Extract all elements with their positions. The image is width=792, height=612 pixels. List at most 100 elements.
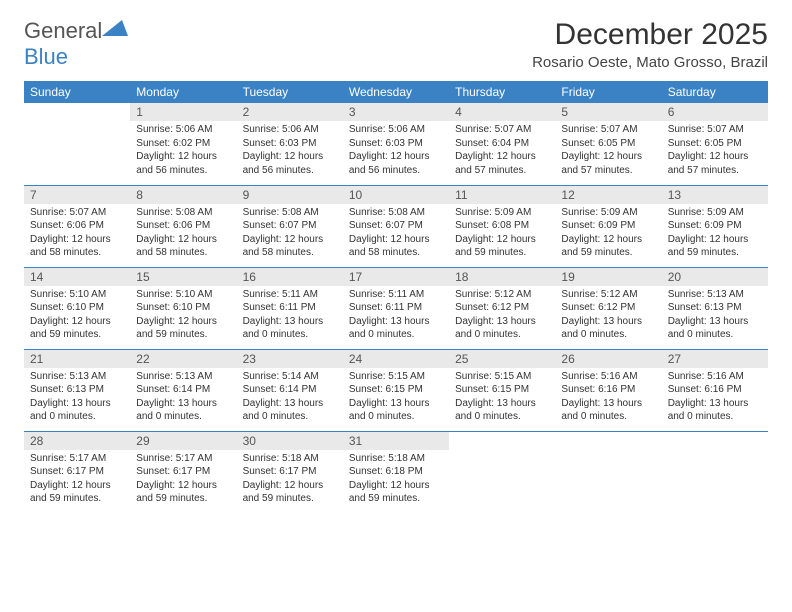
day-info: Sunrise: 5:08 AMSunset: 6:07 PMDaylight:… — [237, 204, 343, 264]
day-number: 7 — [24, 186, 130, 204]
day-info: Sunrise: 5:13 AMSunset: 6:13 PMDaylight:… — [24, 368, 130, 428]
calendar-day-cell: 26Sunrise: 5:16 AMSunset: 6:16 PMDayligh… — [555, 349, 661, 431]
day-number: 4 — [449, 103, 555, 121]
day-info: Sunrise: 5:15 AMSunset: 6:15 PMDaylight:… — [449, 368, 555, 428]
day-number: 5 — [555, 103, 661, 121]
calendar-day-cell: 2Sunrise: 5:06 AMSunset: 6:03 PMDaylight… — [237, 103, 343, 185]
day-info: Sunrise: 5:16 AMSunset: 6:16 PMDaylight:… — [555, 368, 661, 428]
calendar-day-cell: 7Sunrise: 5:07 AMSunset: 6:06 PMDaylight… — [24, 185, 130, 267]
day-number: 13 — [662, 186, 768, 204]
calendar-day-cell: 16Sunrise: 5:11 AMSunset: 6:11 PMDayligh… — [237, 267, 343, 349]
calendar-day-cell: 9Sunrise: 5:08 AMSunset: 6:07 PMDaylight… — [237, 185, 343, 267]
calendar-day-cell: 1Sunrise: 5:06 AMSunset: 6:02 PMDaylight… — [130, 103, 236, 185]
calendar-day-cell: 31Sunrise: 5:18 AMSunset: 6:18 PMDayligh… — [343, 431, 449, 513]
calendar-day-cell: 29Sunrise: 5:17 AMSunset: 6:17 PMDayligh… — [130, 431, 236, 513]
day-number: 31 — [343, 432, 449, 450]
calendar-day-cell: 8Sunrise: 5:08 AMSunset: 6:06 PMDaylight… — [130, 185, 236, 267]
day-info: Sunrise: 5:12 AMSunset: 6:12 PMDaylight:… — [555, 286, 661, 346]
header: General Blue December 2025 Rosario Oeste… — [24, 18, 768, 71]
calendar-day-cell: 10Sunrise: 5:08 AMSunset: 6:07 PMDayligh… — [343, 185, 449, 267]
day-number: 3 — [343, 103, 449, 121]
day-info: Sunrise: 5:06 AMSunset: 6:03 PMDaylight:… — [237, 121, 343, 181]
logo: General Blue — [24, 18, 128, 70]
calendar-day-cell: 14Sunrise: 5:10 AMSunset: 6:10 PMDayligh… — [24, 267, 130, 349]
day-number: 2 — [237, 103, 343, 121]
calendar-table: SundayMondayTuesdayWednesdayThursdayFrid… — [24, 81, 768, 513]
day-info: Sunrise: 5:14 AMSunset: 6:14 PMDaylight:… — [237, 368, 343, 428]
title-block: December 2025 Rosario Oeste, Mato Grosso… — [532, 18, 768, 71]
day-info: Sunrise: 5:09 AMSunset: 6:09 PMDaylight:… — [555, 204, 661, 264]
day-number: 21 — [24, 350, 130, 368]
day-number: 15 — [130, 268, 236, 286]
calendar-empty-cell — [555, 431, 661, 513]
day-info: Sunrise: 5:13 AMSunset: 6:13 PMDaylight:… — [662, 286, 768, 346]
calendar-week-row: 14Sunrise: 5:10 AMSunset: 6:10 PMDayligh… — [24, 267, 768, 349]
day-number: 10 — [343, 186, 449, 204]
day-number: 28 — [24, 432, 130, 450]
day-info: Sunrise: 5:08 AMSunset: 6:07 PMDaylight:… — [343, 204, 449, 264]
day-number: 25 — [449, 350, 555, 368]
day-number: 17 — [343, 268, 449, 286]
calendar-day-cell: 30Sunrise: 5:18 AMSunset: 6:17 PMDayligh… — [237, 431, 343, 513]
day-info: Sunrise: 5:07 AMSunset: 6:04 PMDaylight:… — [449, 121, 555, 181]
day-number: 26 — [555, 350, 661, 368]
weekday-header: Tuesday — [237, 81, 343, 103]
day-number: 9 — [237, 186, 343, 204]
day-number: 11 — [449, 186, 555, 204]
day-number: 24 — [343, 350, 449, 368]
day-number: 23 — [237, 350, 343, 368]
day-number: 12 — [555, 186, 661, 204]
day-info: Sunrise: 5:08 AMSunset: 6:06 PMDaylight:… — [130, 204, 236, 264]
calendar-empty-cell — [449, 431, 555, 513]
calendar-day-cell: 5Sunrise: 5:07 AMSunset: 6:05 PMDaylight… — [555, 103, 661, 185]
day-number: 6 — [662, 103, 768, 121]
calendar-day-cell: 15Sunrise: 5:10 AMSunset: 6:10 PMDayligh… — [130, 267, 236, 349]
day-info: Sunrise: 5:15 AMSunset: 6:15 PMDaylight:… — [343, 368, 449, 428]
calendar-day-cell: 22Sunrise: 5:13 AMSunset: 6:14 PMDayligh… — [130, 349, 236, 431]
day-number: 16 — [237, 268, 343, 286]
calendar-day-cell: 23Sunrise: 5:14 AMSunset: 6:14 PMDayligh… — [237, 349, 343, 431]
calendar-day-cell: 27Sunrise: 5:16 AMSunset: 6:16 PMDayligh… — [662, 349, 768, 431]
day-info: Sunrise: 5:16 AMSunset: 6:16 PMDaylight:… — [662, 368, 768, 428]
day-info: Sunrise: 5:17 AMSunset: 6:17 PMDaylight:… — [130, 450, 236, 510]
day-info: Sunrise: 5:10 AMSunset: 6:10 PMDaylight:… — [130, 286, 236, 346]
logo-blue: Blue — [24, 44, 68, 69]
calendar-week-row: 21Sunrise: 5:13 AMSunset: 6:13 PMDayligh… — [24, 349, 768, 431]
weekday-header: Sunday — [24, 81, 130, 103]
day-info: Sunrise: 5:12 AMSunset: 6:12 PMDaylight:… — [449, 286, 555, 346]
day-number: 14 — [24, 268, 130, 286]
day-info: Sunrise: 5:13 AMSunset: 6:14 PMDaylight:… — [130, 368, 236, 428]
day-number: 22 — [130, 350, 236, 368]
day-info: Sunrise: 5:11 AMSunset: 6:11 PMDaylight:… — [237, 286, 343, 346]
weekday-header: Thursday — [449, 81, 555, 103]
calendar-day-cell: 19Sunrise: 5:12 AMSunset: 6:12 PMDayligh… — [555, 267, 661, 349]
calendar-day-cell: 17Sunrise: 5:11 AMSunset: 6:11 PMDayligh… — [343, 267, 449, 349]
day-number: 19 — [555, 268, 661, 286]
day-info: Sunrise: 5:07 AMSunset: 6:05 PMDaylight:… — [662, 121, 768, 181]
calendar-day-cell: 18Sunrise: 5:12 AMSunset: 6:12 PMDayligh… — [449, 267, 555, 349]
day-info: Sunrise: 5:11 AMSunset: 6:11 PMDaylight:… — [343, 286, 449, 346]
day-info: Sunrise: 5:18 AMSunset: 6:17 PMDaylight:… — [237, 450, 343, 510]
day-info: Sunrise: 5:06 AMSunset: 6:02 PMDaylight:… — [130, 121, 236, 181]
calendar-day-cell: 25Sunrise: 5:15 AMSunset: 6:15 PMDayligh… — [449, 349, 555, 431]
logo-triangle-icon — [102, 20, 128, 38]
weekday-header: Friday — [555, 81, 661, 103]
weekday-header: Wednesday — [343, 81, 449, 103]
calendar-day-cell: 13Sunrise: 5:09 AMSunset: 6:09 PMDayligh… — [662, 185, 768, 267]
page-title: December 2025 — [532, 18, 768, 52]
calendar-day-cell: 6Sunrise: 5:07 AMSunset: 6:05 PMDaylight… — [662, 103, 768, 185]
day-number: 27 — [662, 350, 768, 368]
calendar-day-cell: 11Sunrise: 5:09 AMSunset: 6:08 PMDayligh… — [449, 185, 555, 267]
day-info: Sunrise: 5:09 AMSunset: 6:08 PMDaylight:… — [449, 204, 555, 264]
calendar-week-row: 28Sunrise: 5:17 AMSunset: 6:17 PMDayligh… — [24, 431, 768, 513]
day-number: 1 — [130, 103, 236, 121]
weekday-header-row: SundayMondayTuesdayWednesdayThursdayFrid… — [24, 81, 768, 103]
weekday-header: Saturday — [662, 81, 768, 103]
calendar-day-cell: 20Sunrise: 5:13 AMSunset: 6:13 PMDayligh… — [662, 267, 768, 349]
calendar-empty-cell — [662, 431, 768, 513]
day-info: Sunrise: 5:07 AMSunset: 6:05 PMDaylight:… — [555, 121, 661, 181]
calendar-day-cell: 21Sunrise: 5:13 AMSunset: 6:13 PMDayligh… — [24, 349, 130, 431]
location-label: Rosario Oeste, Mato Grosso, Brazil — [532, 54, 768, 71]
day-info: Sunrise: 5:10 AMSunset: 6:10 PMDaylight:… — [24, 286, 130, 346]
calendar-week-row: 7Sunrise: 5:07 AMSunset: 6:06 PMDaylight… — [24, 185, 768, 267]
